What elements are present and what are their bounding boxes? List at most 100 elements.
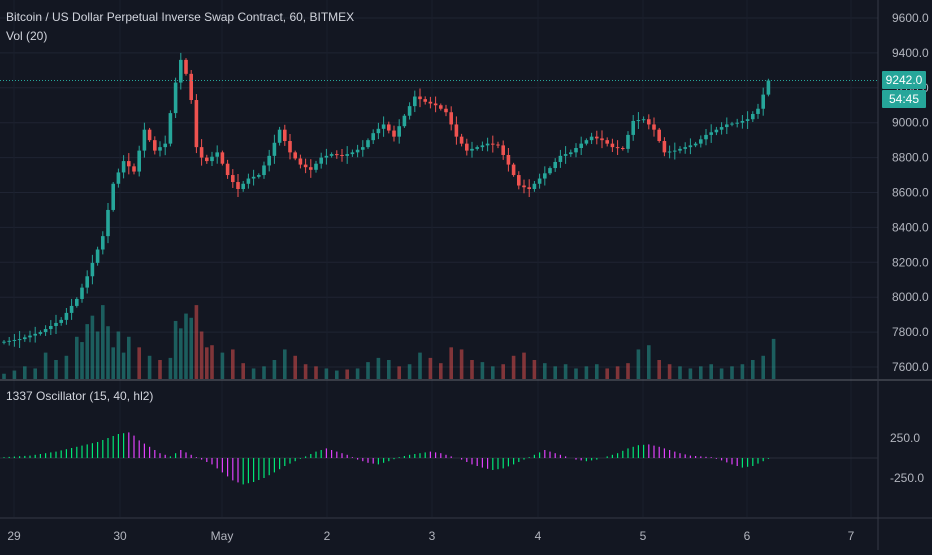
volume-bar — [205, 347, 209, 379]
candle-body — [95, 249, 100, 263]
candle-body — [361, 147, 365, 150]
candle-body — [699, 139, 703, 144]
candle-body — [589, 136, 594, 141]
volume-bar — [740, 364, 745, 379]
volume-bar — [184, 313, 188, 379]
volume-bar — [719, 368, 724, 379]
candle-body — [709, 132, 713, 135]
candle-body — [371, 133, 375, 141]
volume-bar — [543, 363, 547, 379]
candle-body — [236, 182, 240, 190]
candle-body — [80, 287, 84, 299]
candle-body — [329, 154, 334, 156]
volume-bar — [262, 366, 266, 379]
volume-bar — [751, 360, 755, 379]
price-tick-label: 9400.0 — [892, 46, 929, 60]
candle-body — [454, 124, 459, 137]
candle-body — [584, 140, 589, 144]
candle-body — [319, 157, 323, 164]
candle-body — [173, 82, 178, 114]
candle-body — [2, 341, 6, 343]
candle-body — [725, 124, 729, 128]
volume-bar — [522, 352, 526, 379]
time-tick-label: 5 — [640, 529, 647, 543]
volume-bar — [75, 336, 79, 379]
volume-bar — [324, 368, 329, 379]
volume-bar — [574, 368, 578, 379]
volume-bar — [116, 331, 121, 379]
oscillator-indicator-label: 1337 Oscillator (15, 40, hl2) — [6, 389, 154, 403]
candle-body — [251, 176, 256, 179]
candle-body — [766, 80, 771, 95]
volume-bar — [314, 366, 318, 379]
price-tick-label: 8000.0 — [892, 290, 929, 304]
candle-body — [719, 127, 724, 130]
candle-body — [12, 339, 17, 341]
candle-body — [38, 332, 43, 334]
volume-bar — [439, 363, 443, 379]
volume-bar — [23, 366, 27, 379]
candle-body — [54, 322, 58, 326]
volume-bar — [33, 368, 37, 379]
volume-bar — [85, 324, 89, 379]
candle-body — [621, 148, 625, 150]
volume-bar — [64, 355, 69, 379]
candle-body — [64, 312, 69, 320]
candle-body — [439, 105, 443, 109]
candle-body — [751, 113, 755, 120]
candle-body — [69, 305, 74, 313]
volume-bar — [293, 355, 297, 379]
candle-body — [283, 129, 287, 142]
volume-bar — [283, 349, 287, 379]
candle-body — [324, 155, 329, 158]
candle-body — [33, 333, 37, 336]
volume-bar — [199, 331, 204, 379]
volume-bar — [595, 364, 599, 379]
volume-bar — [121, 352, 126, 379]
volume-bar — [210, 345, 214, 379]
volume-bar — [231, 349, 235, 379]
candle-body — [641, 119, 646, 121]
candle-body — [246, 178, 251, 184]
candle-body — [548, 168, 552, 174]
volume-bar — [251, 368, 256, 379]
last-price-badge: 9242.0 — [882, 71, 926, 90]
candle-body — [506, 154, 511, 165]
volume-bar — [418, 352, 422, 379]
candle-body — [132, 166, 136, 172]
volume-bar — [449, 347, 453, 379]
main-chart-title: Bitcoin / US Dollar Perpetual Inverse Sw… — [6, 10, 355, 24]
time-tick-label: 29 — [7, 529, 21, 543]
volume-bar — [111, 347, 115, 379]
candle-body — [496, 144, 500, 146]
candle-body — [205, 157, 209, 162]
candle-body — [85, 276, 89, 288]
price-tick-label: 8800.0 — [892, 151, 929, 165]
candle-body — [215, 152, 219, 157]
candle-body — [636, 120, 641, 122]
volume-bar — [158, 360, 162, 379]
candle-body — [704, 134, 708, 140]
volume-bar — [615, 366, 620, 379]
candle-body — [381, 124, 386, 129]
oscillator-tick-label: 250.0 — [890, 431, 920, 445]
candle-body — [402, 115, 407, 127]
time-tick-label: 30 — [113, 529, 127, 543]
volume-bar — [173, 320, 178, 379]
volume-bar — [563, 364, 568, 379]
candle-body — [210, 156, 214, 162]
volume-bar — [179, 328, 183, 379]
candle-body — [418, 96, 422, 100]
volume-bar — [54, 360, 58, 379]
candle-body — [652, 124, 656, 130]
candle-body — [532, 183, 537, 190]
candle-body — [288, 141, 292, 153]
candle-body — [272, 142, 277, 156]
candle-body — [413, 96, 417, 107]
volume-bar — [470, 360, 474, 379]
candle-body — [688, 145, 693, 148]
candle-body — [137, 150, 141, 172]
candle-body — [106, 209, 110, 237]
